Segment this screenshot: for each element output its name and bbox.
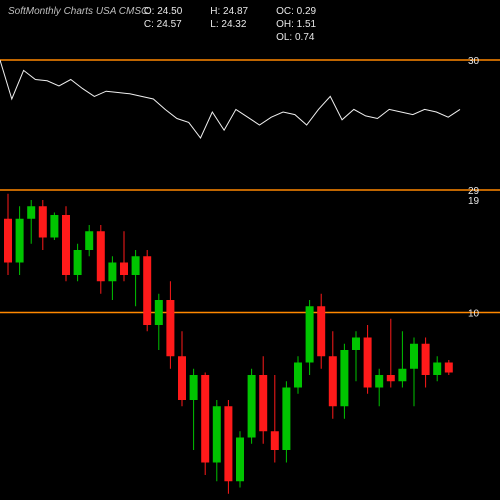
candle-body (132, 256, 140, 275)
upper-line-series (0, 60, 460, 138)
candle-body (329, 356, 337, 406)
candle-body (85, 231, 93, 250)
chart-canvas: 29301019 (0, 0, 500, 500)
candle-body (433, 363, 441, 376)
candle-body (271, 431, 279, 450)
candle-body (387, 375, 395, 381)
candle-body (248, 375, 256, 438)
candle-body (120, 263, 128, 276)
upper-ytick: 30 (468, 56, 480, 67)
candle-body (97, 231, 105, 281)
candle-body (340, 350, 348, 406)
candle-body (236, 438, 244, 482)
candle-body (364, 338, 372, 388)
candle-body (166, 300, 174, 356)
lower-ytick: 10 (468, 309, 480, 320)
candle-body (155, 300, 163, 325)
candle-body (213, 406, 221, 462)
candle-body (306, 306, 314, 362)
candle-body (74, 250, 82, 275)
candle-body (143, 256, 151, 325)
candle-body (178, 356, 186, 400)
candle-body (294, 363, 302, 388)
candle-body (27, 206, 35, 219)
candle-body (398, 369, 406, 382)
candle-body (445, 363, 453, 373)
candle-body (375, 375, 383, 388)
candle-body (410, 344, 418, 369)
candle-body (282, 388, 290, 451)
candle-body (201, 375, 209, 463)
candle-body (16, 219, 24, 263)
candle-body (224, 406, 232, 481)
candle-body (352, 338, 360, 351)
lower-ytick: 19 (468, 196, 480, 207)
candle-body (108, 263, 116, 282)
candle-body (50, 215, 58, 238)
candle-body (62, 215, 70, 275)
candle-body (259, 375, 267, 431)
candle-body (4, 219, 12, 263)
candle-body (39, 206, 47, 237)
candle-body (190, 375, 198, 400)
candle-body (422, 344, 430, 375)
candle-body (317, 306, 325, 356)
